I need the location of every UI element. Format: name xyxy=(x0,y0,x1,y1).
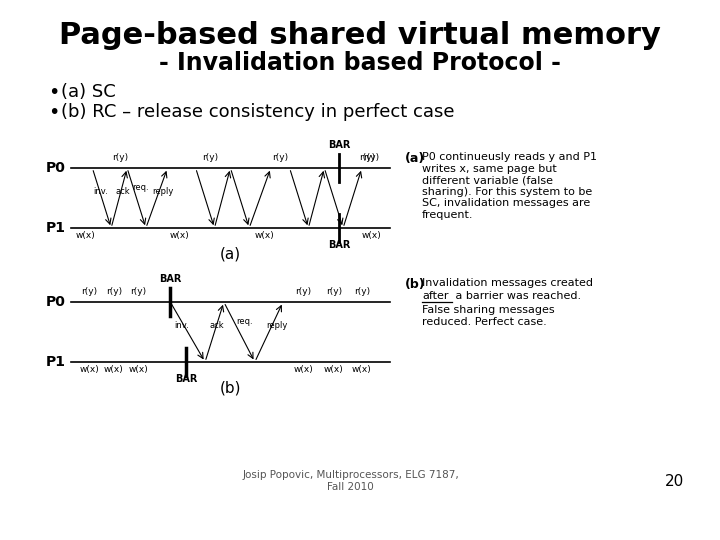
Text: w(x): w(x) xyxy=(361,231,381,240)
Text: (a): (a) xyxy=(405,152,426,165)
Text: inv.: inv. xyxy=(94,187,108,196)
Text: P0: P0 xyxy=(46,161,66,175)
Text: r(y): r(y) xyxy=(272,153,288,162)
Text: ack: ack xyxy=(116,187,130,196)
Text: BAR: BAR xyxy=(175,374,197,384)
Text: (b): (b) xyxy=(405,278,426,291)
Text: P0: P0 xyxy=(46,295,66,309)
Text: w(x): w(x) xyxy=(294,365,313,374)
Text: w(x): w(x) xyxy=(76,231,96,240)
Text: w(x): w(x) xyxy=(128,365,148,374)
Text: r(y): r(y) xyxy=(202,153,218,162)
Text: P0 continueusly reads y and P1
writes x, same page but
different variable (false: P0 continueusly reads y and P1 writes x,… xyxy=(422,152,597,220)
Text: BAR: BAR xyxy=(328,240,351,250)
Text: reply: reply xyxy=(266,321,287,330)
Text: req.: req. xyxy=(236,317,253,326)
Text: •: • xyxy=(48,103,60,122)
Text: w(x): w(x) xyxy=(254,231,274,240)
Text: False sharing messages
reduced. Perfect case.: False sharing messages reduced. Perfect … xyxy=(422,305,554,327)
Text: (a): (a) xyxy=(220,246,241,261)
Text: P1: P1 xyxy=(46,221,66,235)
Text: Page-based shared virtual memory: Page-based shared virtual memory xyxy=(59,21,661,50)
Text: Fall 2010: Fall 2010 xyxy=(327,482,374,492)
Text: w(x): w(x) xyxy=(324,365,343,374)
Text: (a) SC: (a) SC xyxy=(61,83,116,101)
Text: ack: ack xyxy=(210,321,225,330)
Text: req.: req. xyxy=(132,183,148,192)
Text: r(y): r(y) xyxy=(112,153,129,162)
Text: reply: reply xyxy=(153,187,174,196)
Text: after: after xyxy=(422,291,449,301)
Text: w(x): w(x) xyxy=(80,365,99,374)
Text: 20: 20 xyxy=(665,475,684,489)
Text: r(y): r(y) xyxy=(325,287,342,296)
Text: Josip Popovic, Multiprocessors, ELG 7187,: Josip Popovic, Multiprocessors, ELG 7187… xyxy=(242,470,459,480)
Text: (b) RC – release consistency in perfect case: (b) RC – release consistency in perfect … xyxy=(61,103,455,121)
Text: r(y): r(y) xyxy=(130,287,146,296)
Text: BAR: BAR xyxy=(328,140,351,150)
Text: w(x): w(x) xyxy=(104,365,124,374)
Text: Invalidation messages created: Invalidation messages created xyxy=(422,278,593,288)
Text: (b): (b) xyxy=(220,381,241,395)
Text: inv.: inv. xyxy=(174,321,189,330)
Text: r(y): r(y) xyxy=(81,287,98,296)
Text: r(y): r(y) xyxy=(359,153,376,162)
Text: •: • xyxy=(48,83,60,102)
Text: r(y): r(y) xyxy=(363,153,379,162)
Text: r(y): r(y) xyxy=(106,287,122,296)
Text: w(x): w(x) xyxy=(352,365,372,374)
Text: BAR: BAR xyxy=(159,274,181,284)
Text: - Invalidation based Protocol -: - Invalidation based Protocol - xyxy=(159,51,561,75)
Text: r(y): r(y) xyxy=(354,287,370,296)
Text: r(y): r(y) xyxy=(296,287,312,296)
Text: w(x): w(x) xyxy=(170,231,189,240)
Text: a barrier was reached.: a barrier was reached. xyxy=(452,291,581,301)
Text: P1: P1 xyxy=(46,355,66,369)
